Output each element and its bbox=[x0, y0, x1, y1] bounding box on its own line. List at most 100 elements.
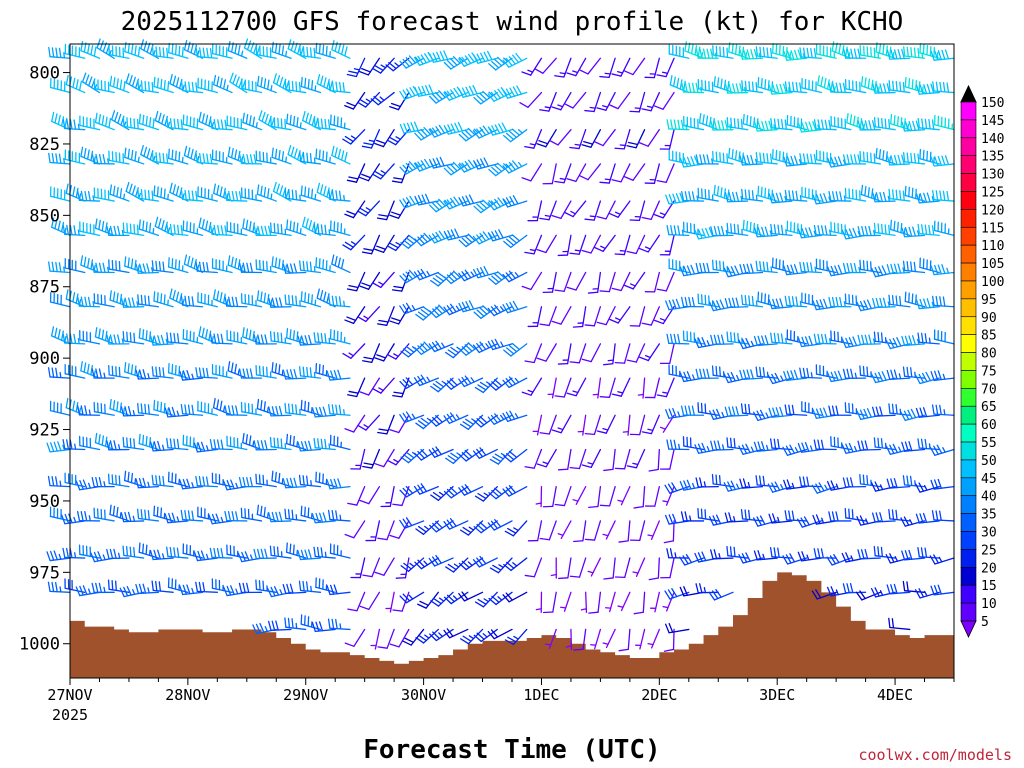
barb-feather bbox=[178, 151, 181, 163]
barb-feather bbox=[443, 167, 452, 176]
wind-barb bbox=[253, 334, 277, 345]
barb-feather bbox=[738, 45, 741, 57]
barb-feather bbox=[551, 320, 562, 325]
barb-feather bbox=[755, 151, 758, 163]
barb-feather bbox=[431, 341, 439, 351]
barb-feather bbox=[899, 81, 902, 93]
barb-feather bbox=[184, 81, 187, 92]
barb-feather bbox=[593, 141, 604, 147]
barb-feather bbox=[479, 232, 487, 242]
barb-half-feather bbox=[270, 84, 273, 92]
barb-feather bbox=[875, 297, 880, 309]
barb-feather bbox=[913, 47, 917, 58]
barb-staff bbox=[545, 234, 557, 254]
barb-feather bbox=[487, 201, 495, 211]
barb-feather bbox=[668, 194, 674, 204]
barb-feather bbox=[128, 297, 132, 308]
barb-feather bbox=[735, 297, 740, 308]
wind-barb bbox=[637, 377, 646, 399]
barb-feather bbox=[403, 239, 412, 247]
wind-barb bbox=[135, 263, 160, 274]
barb-feather bbox=[284, 294, 287, 305]
barb-feather bbox=[808, 121, 813, 132]
barb-feather bbox=[482, 125, 490, 135]
barb-feather bbox=[827, 266, 832, 277]
barb-feather bbox=[417, 345, 425, 354]
barb-feather bbox=[357, 210, 367, 217]
barb-feather bbox=[863, 300, 869, 310]
plot-area bbox=[46, 38, 955, 679]
barb-feather bbox=[94, 327, 98, 338]
barb-feather bbox=[821, 119, 824, 130]
barb-feather bbox=[287, 144, 292, 156]
barb-feather bbox=[775, 298, 780, 309]
barb-feather bbox=[932, 189, 935, 201]
barb-feather bbox=[193, 150, 197, 161]
wind-barb bbox=[739, 369, 764, 381]
barb-feather bbox=[151, 45, 154, 57]
barb-feather bbox=[457, 121, 463, 132]
barb-feather bbox=[768, 120, 773, 131]
barb-feather bbox=[603, 363, 614, 366]
barb-feather bbox=[342, 352, 352, 360]
wind-barb bbox=[656, 271, 675, 292]
barb-feather bbox=[750, 369, 754, 380]
wind-barb bbox=[599, 377, 616, 398]
barb-half-feather bbox=[661, 71, 669, 74]
barb-feather bbox=[190, 257, 194, 268]
barb-feather bbox=[246, 368, 250, 379]
barb-feather bbox=[768, 193, 773, 204]
barb-feather bbox=[145, 330, 148, 341]
wind-barb bbox=[502, 52, 528, 68]
barb-feather bbox=[133, 438, 136, 449]
barb-feather bbox=[130, 258, 134, 269]
barb-feather bbox=[878, 266, 884, 276]
barb-feather bbox=[673, 119, 677, 130]
wind-barb bbox=[799, 153, 823, 165]
barb-feather bbox=[62, 224, 66, 235]
wind-barb bbox=[614, 129, 631, 150]
barb-feather bbox=[347, 394, 358, 398]
barb-feather bbox=[260, 185, 263, 197]
barb-feather bbox=[845, 337, 851, 348]
barb-feather bbox=[188, 81, 191, 92]
barb-feather bbox=[875, 147, 878, 159]
barb-feather bbox=[842, 154, 847, 165]
barb-feather bbox=[722, 152, 725, 164]
barb-feather bbox=[164, 407, 169, 418]
barb-feather bbox=[328, 295, 331, 306]
barb-feather bbox=[420, 309, 430, 316]
barb-feather bbox=[734, 44, 738, 55]
wind-barb bbox=[428, 198, 454, 213]
barb-feather bbox=[370, 98, 379, 106]
barb-feather bbox=[468, 85, 475, 96]
barb-feather bbox=[551, 106, 562, 111]
barb-feather bbox=[744, 294, 747, 306]
barb-feather bbox=[318, 258, 321, 269]
barb-feather bbox=[790, 155, 795, 166]
barb-feather bbox=[309, 367, 312, 378]
barb-feather bbox=[759, 261, 762, 272]
barb-feather bbox=[835, 191, 839, 202]
barb-half-feather bbox=[769, 230, 773, 237]
wind-barb bbox=[313, 332, 336, 345]
wind-barb bbox=[329, 220, 351, 236]
barb-feather bbox=[756, 223, 759, 235]
barb-half-feather bbox=[574, 249, 581, 252]
barb-feather bbox=[596, 321, 607, 326]
barb-feather bbox=[234, 257, 238, 269]
wind-barb bbox=[385, 57, 410, 72]
barb-feather bbox=[866, 366, 869, 377]
barb-feather bbox=[727, 266, 733, 277]
barb-feather bbox=[311, 294, 313, 305]
wind-barb bbox=[242, 112, 263, 131]
barb-feather bbox=[180, 403, 184, 415]
barb-feather bbox=[154, 216, 159, 227]
barb-feather bbox=[47, 261, 51, 272]
barb-feather bbox=[163, 79, 166, 91]
barb-feather bbox=[861, 120, 865, 131]
barb-feather bbox=[723, 79, 727, 91]
barb-feather bbox=[190, 148, 194, 160]
barb-feather bbox=[446, 274, 455, 283]
barb-feather bbox=[342, 244, 352, 251]
